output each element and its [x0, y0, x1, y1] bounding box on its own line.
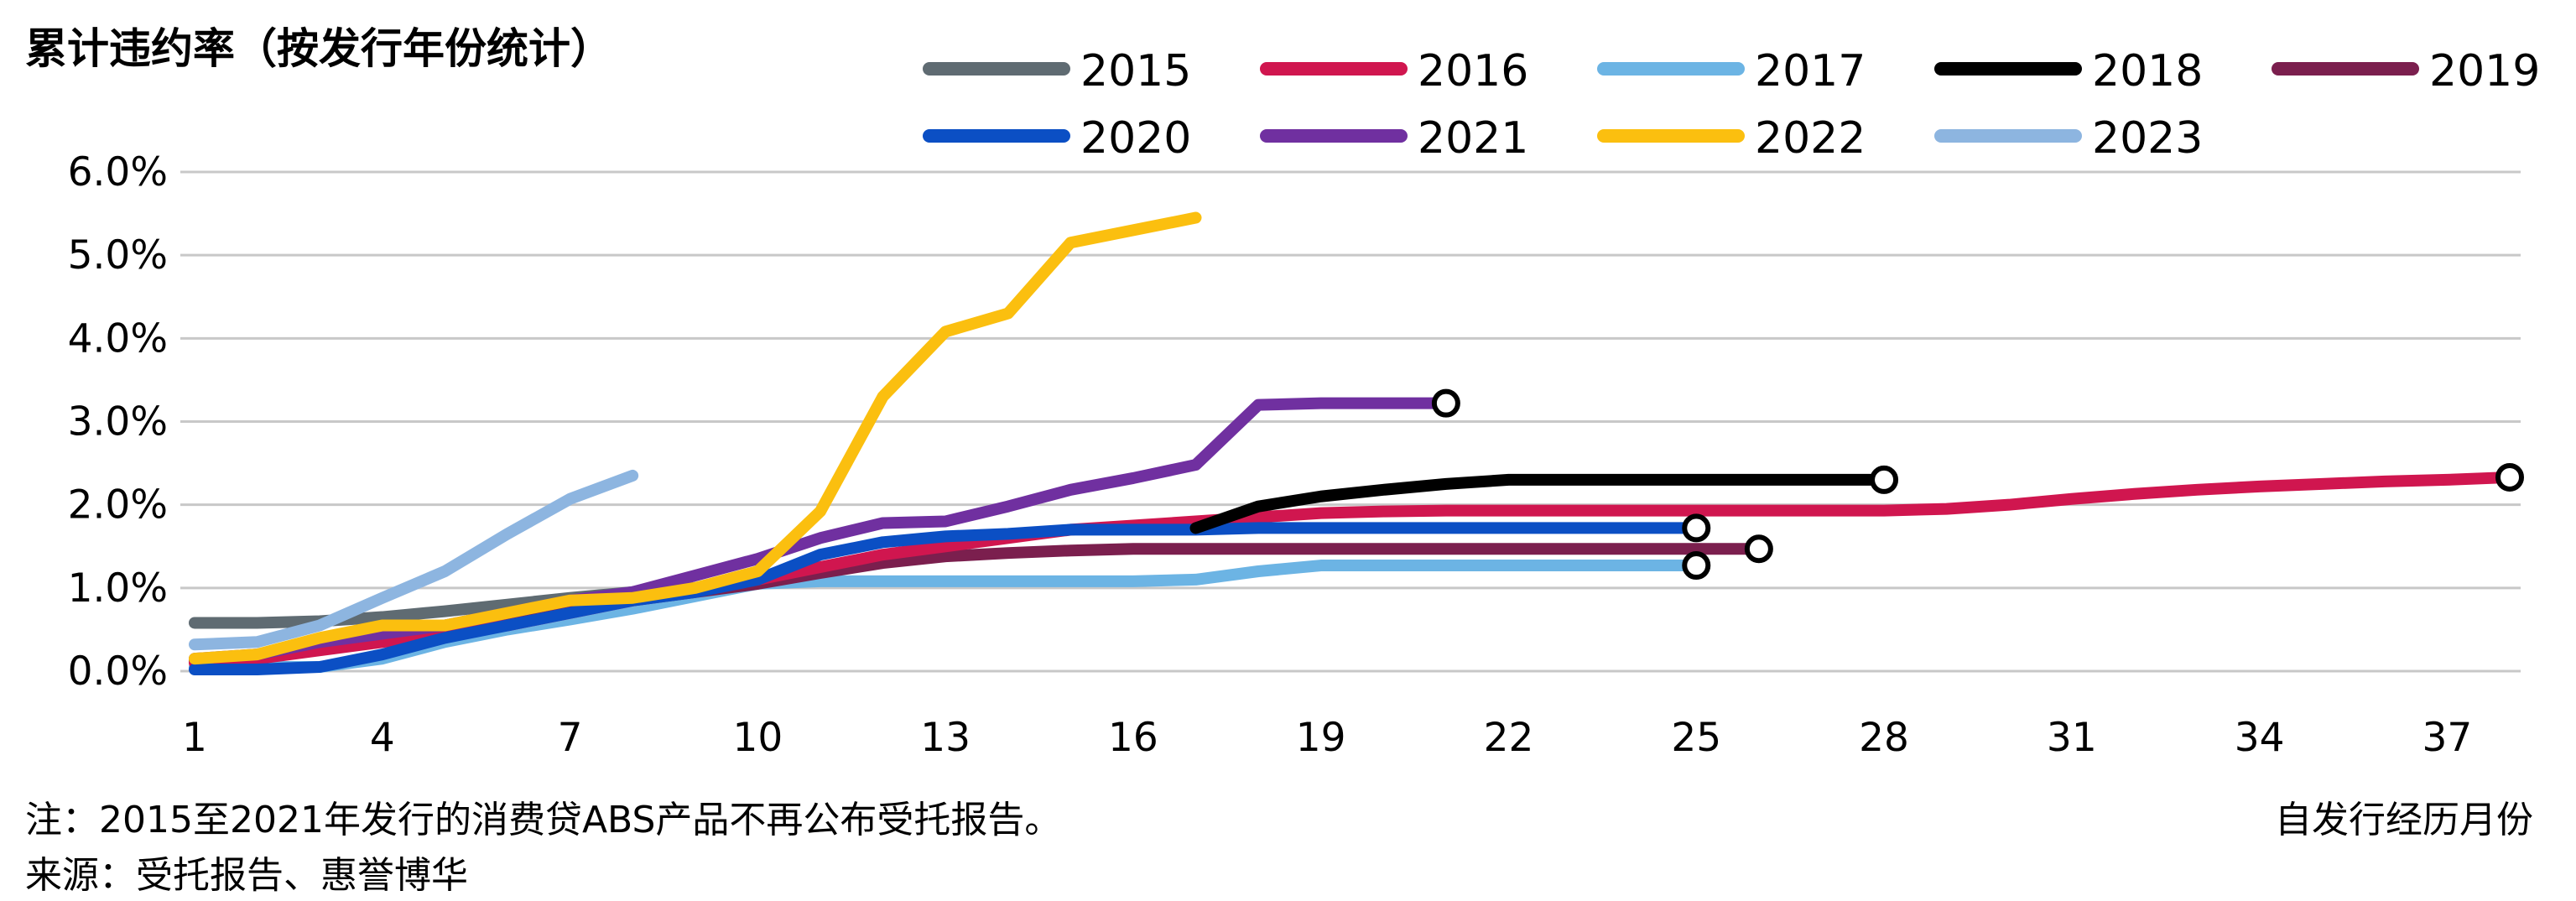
legend-label-2019: 2019 [2429, 46, 2540, 96]
x-tick-label: 7 [558, 715, 583, 761]
end-marker-2016 [2495, 462, 2524, 492]
end-marker-2019 [1744, 534, 1773, 564]
y-tick-label: 0.0% [68, 648, 168, 695]
x-tick-label: 28 [1859, 715, 1909, 761]
series-line-2022 [189, 211, 1202, 665]
x-tick-label: 1 [182, 715, 207, 761]
x-tick-label: 31 [2047, 715, 2097, 761]
end-marker-2018 [1870, 465, 1899, 494]
legend-label-2018: 2018 [2092, 46, 2203, 96]
legend-label-2016: 2016 [1418, 46, 1528, 96]
end-marker-2020 [1682, 513, 1711, 543]
legend: 2015 2016 2017 2018 2019 2020 2021 2022 2023 [923, 46, 2540, 164]
series-end-markers [1431, 388, 2524, 581]
legend-label-2020: 2020 [1080, 113, 1191, 164]
end-marker-2017 [1682, 551, 1711, 581]
source-note: 来源：受托报告、惠誉博华 [25, 854, 468, 897]
y-tick-label: 2.0% [68, 482, 168, 529]
series-line-2020 [189, 522, 1703, 676]
y-tick-label: 6.0% [68, 149, 168, 195]
x-tick-label: 25 [1671, 715, 1721, 761]
x-tick-label: 4 [370, 715, 395, 761]
y-axis-ticks: 0.0% 1.0% 2.0% 3.0% 4.0% 5.0% 6.0% [68, 149, 168, 695]
x-tick-label: 22 [1484, 715, 1534, 761]
y-tick-label: 4.0% [68, 315, 168, 362]
series-line-2023 [189, 469, 639, 651]
end-marker-2021 [1431, 388, 1460, 418]
legend-label-2023: 2023 [2092, 113, 2203, 164]
x-tick-label: 19 [1296, 715, 1346, 761]
x-axis-ticks: 1 4 7 10 13 16 19 22 25 28 31 34 37 [182, 715, 2472, 761]
chart-title: 累计违约率（按发行年份统计） [25, 24, 612, 73]
x-tick-label: 34 [2235, 715, 2285, 761]
y-tick-label: 5.0% [68, 232, 168, 279]
y-tick-label: 1.0% [68, 565, 168, 612]
series-lines [189, 211, 2516, 676]
footnote: 注：2015至2021年发行的消费贷ABS产品不再公布受托报告。 [25, 799, 1061, 841]
legend-label-2021: 2021 [1418, 113, 1528, 164]
x-axis-label: 自发行经历月份 [2275, 799, 2533, 841]
legend-label-2022: 2022 [1755, 113, 1866, 164]
x-tick-label: 16 [1108, 715, 1158, 761]
x-tick-label: 13 [920, 715, 971, 761]
y-tick-label: 3.0% [68, 399, 168, 445]
x-tick-label: 10 [732, 715, 783, 761]
legend-label-2015: 2015 [1080, 46, 1191, 96]
x-tick-label: 37 [2422, 715, 2472, 761]
series-line-2018 [1189, 473, 1891, 534]
legend-label-2017: 2017 [1755, 46, 1866, 96]
